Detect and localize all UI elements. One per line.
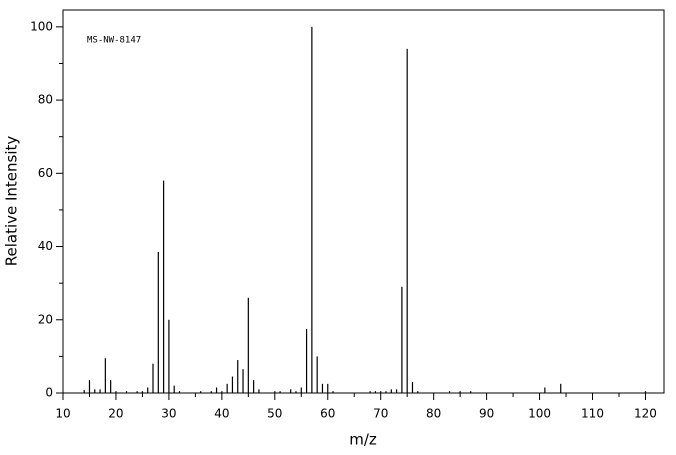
annotation: MS-NW-8147 xyxy=(87,36,141,46)
x-tick-label: 80 xyxy=(426,407,441,421)
x-tick-label: 10 xyxy=(55,407,70,421)
y-tick-label: 100 xyxy=(30,19,53,33)
x-tick-label: 70 xyxy=(373,407,388,421)
plot-frame xyxy=(62,9,665,394)
x-tick-label: 60 xyxy=(320,407,335,421)
y-tick-label: 40 xyxy=(38,239,53,253)
x-tick-label: 110 xyxy=(581,407,604,421)
x-tick-label: 40 xyxy=(214,407,229,421)
x-tick-label: 50 xyxy=(267,407,282,421)
y-tick-label: 20 xyxy=(38,312,53,326)
y-axis-title: Relative Intensity xyxy=(3,136,21,267)
y-tick-label: 0 xyxy=(45,386,53,400)
x-tick-label: 20 xyxy=(108,407,123,421)
x-tick-label: 100 xyxy=(528,407,551,421)
x-axis-title: m/z xyxy=(349,431,377,449)
x-tick-label: 90 xyxy=(479,407,494,421)
y-tick-label: 60 xyxy=(38,166,53,180)
y-tick-label: 80 xyxy=(38,93,53,107)
x-tick-label: 120 xyxy=(634,407,657,421)
x-tick-label: 30 xyxy=(161,407,176,421)
